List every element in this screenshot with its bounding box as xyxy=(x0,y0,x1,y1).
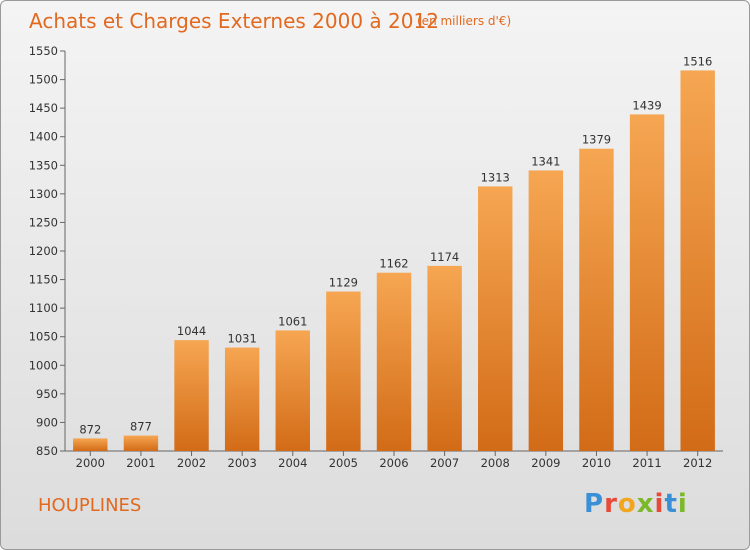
logo-letter: P xyxy=(584,489,605,519)
bar-2007 xyxy=(427,265,462,451)
logo-letter: i xyxy=(677,489,688,519)
bar-2004 xyxy=(275,330,310,451)
y-tick-label: 1350 xyxy=(29,158,58,172)
y-tick-label: 1550 xyxy=(29,44,58,58)
chart-title: Achats et Charges Externes 2000 à 2012 xyxy=(29,9,439,33)
x-tick-label: 2008 xyxy=(481,456,510,470)
logo-letter: r xyxy=(604,489,618,519)
x-tick-label: 2004 xyxy=(278,456,307,470)
data-label: 1439 xyxy=(632,98,661,112)
x-tick-label: 2007 xyxy=(430,456,459,470)
y-tick-label: 1050 xyxy=(29,330,58,344)
y-tick-label: 1150 xyxy=(29,273,58,287)
x-tick-label: 2011 xyxy=(632,456,661,470)
data-label: 1174 xyxy=(430,250,459,264)
y-tick-label: 950 xyxy=(36,387,58,401)
x-tick-label: 2012 xyxy=(683,456,712,470)
y-tick-label: 1300 xyxy=(29,187,58,201)
bar-2000 xyxy=(73,438,108,451)
y-tick-label: 1400 xyxy=(29,130,58,144)
bar-2010 xyxy=(579,148,614,451)
x-tick-label: 2006 xyxy=(379,456,408,470)
x-tick-label: 2002 xyxy=(177,456,206,470)
y-tick-label: 1100 xyxy=(29,301,58,315)
x-tick-label: 2005 xyxy=(329,456,358,470)
x-tick-label: 2001 xyxy=(126,456,155,470)
y-tick-label: 900 xyxy=(36,415,58,429)
chart-labels: 2000 872 2001 877 2002 1044 2003 1031 2004 1061 20… xyxy=(76,54,713,470)
data-label: 877 xyxy=(130,420,152,434)
chart-axes: 850 900 950 1000 1050 1100 1150 1200 1250 1300 135… xyxy=(29,44,723,458)
bar-2011 xyxy=(629,114,665,451)
chart-subtitle: (en milliers d'€) xyxy=(417,14,512,28)
y-tick-label: 1500 xyxy=(29,73,58,87)
bar-2002 xyxy=(174,340,209,451)
y-tick-label: 850 xyxy=(36,444,58,458)
bar-2008 xyxy=(478,186,513,451)
y-tick-label: 1200 xyxy=(29,244,58,258)
bar-2003 xyxy=(224,347,260,451)
y-tick-label: 1250 xyxy=(29,215,58,229)
bar-2005 xyxy=(326,291,361,451)
chart-bars xyxy=(73,70,715,451)
proxiti-logo[interactable]: Proxiti xyxy=(584,489,688,519)
logo-letter: i xyxy=(654,489,665,519)
data-label: 1162 xyxy=(379,257,408,271)
data-label: 1129 xyxy=(329,276,358,290)
data-label: 872 xyxy=(79,422,101,436)
data-label: 1516 xyxy=(683,54,712,68)
bar-2009 xyxy=(528,170,564,451)
x-tick-label: 2010 xyxy=(582,456,611,470)
x-tick-label: 2000 xyxy=(76,456,105,470)
data-label: 1313 xyxy=(481,170,510,184)
y-tick-label: 1000 xyxy=(29,358,58,372)
commune-name: HOUPLINES xyxy=(38,495,142,516)
logo-letter: t xyxy=(664,489,678,519)
logo-letter: x xyxy=(636,489,655,519)
data-label: 1044 xyxy=(177,324,206,338)
bar-2006 xyxy=(376,272,412,451)
data-label: 1031 xyxy=(228,332,257,346)
x-tick-label: 2009 xyxy=(531,456,560,470)
data-label: 1061 xyxy=(278,314,307,328)
y-tick-label: 1450 xyxy=(29,101,58,115)
data-label: 1379 xyxy=(582,133,611,147)
bar-2001 xyxy=(123,435,159,451)
bar-2012 xyxy=(680,70,715,451)
x-tick-label: 2003 xyxy=(228,456,257,470)
data-label: 1341 xyxy=(531,154,560,168)
logo-letter: o xyxy=(617,489,637,519)
